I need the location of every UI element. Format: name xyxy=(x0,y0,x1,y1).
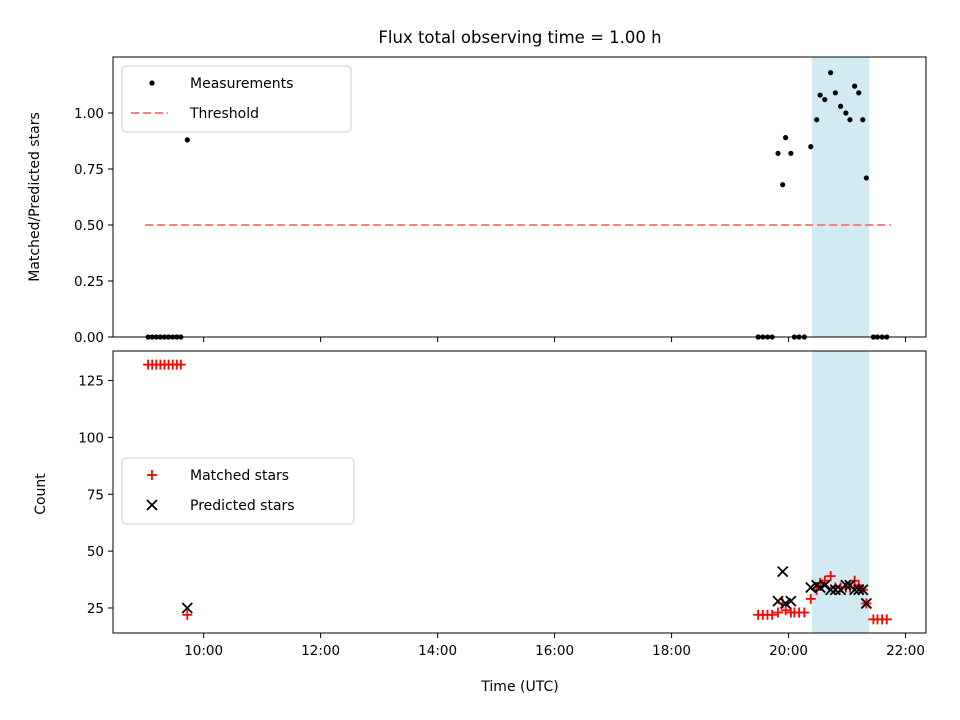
top-y-tick-label: 1.00 xyxy=(74,106,104,122)
x-tick-label: 22:00 xyxy=(886,643,925,659)
top-axes-frame xyxy=(112,56,927,338)
measurement-point xyxy=(828,70,834,76)
predicted-star-marker-b xyxy=(829,584,841,596)
predicted-star-marker xyxy=(857,584,869,596)
matched-star-marker xyxy=(881,614,892,625)
bottom-y-tick-label: 25 xyxy=(87,601,104,617)
top-highlight-span xyxy=(811,57,870,337)
predicted-star-marker-b xyxy=(785,595,797,607)
measurement-point xyxy=(838,103,844,109)
matched-star-marker xyxy=(175,359,186,370)
top-y-tick-label: 0.00 xyxy=(74,330,104,346)
bottom-legend-box xyxy=(121,457,355,525)
bottom-y-tick-label: 100 xyxy=(78,430,104,446)
predicted-star-marker-b xyxy=(777,565,789,578)
measurement-point xyxy=(780,182,786,188)
measurement-point xyxy=(843,110,849,116)
predicted-star-marker xyxy=(829,584,841,596)
predicted-star-marker xyxy=(772,595,784,607)
matched-star-marker xyxy=(799,607,810,618)
top-y-tick-label: 0.25 xyxy=(74,274,104,290)
bottom-y-tick-label: 125 xyxy=(78,374,104,390)
predicted-star-marker xyxy=(840,579,852,591)
matched-star-marker xyxy=(825,571,836,582)
legend-entry-label: Predicted stars xyxy=(190,498,295,514)
measurement-point xyxy=(788,150,794,156)
predicted-star-marker xyxy=(777,565,789,578)
top-y-tick-label: 0.50 xyxy=(74,218,104,234)
x-tick-label: 14:00 xyxy=(418,643,457,659)
matched-star-marker xyxy=(773,607,784,618)
predicted-star-marker-b xyxy=(849,584,861,596)
predicted-star-marker xyxy=(853,584,865,596)
measurement-point xyxy=(814,117,820,123)
measurement-point xyxy=(856,90,862,96)
legend-measurement-marker xyxy=(149,80,155,86)
predicted-star-marker xyxy=(805,581,817,594)
measurement-point xyxy=(847,117,853,123)
top-legend: Measurements Threshold xyxy=(121,65,352,133)
x-tick-label: 12:00 xyxy=(301,643,340,659)
x-tick-label: 16:00 xyxy=(535,643,574,659)
predicted-star-marker-b xyxy=(805,581,817,594)
predicted-star-marker-b xyxy=(772,595,784,607)
top-panel: 0.00 0.25 0.50 0.75 1.00 Measurements Threshol… xyxy=(74,56,927,346)
predicted-star-marker xyxy=(181,602,193,614)
chart-title: Flux total observing time = 1.00 h xyxy=(378,28,661,47)
predicted-star-marker-b xyxy=(819,579,831,591)
measurement-point xyxy=(822,96,828,103)
x-tick-label: 20:00 xyxy=(769,643,808,659)
measurement-point xyxy=(184,137,190,143)
top-legend-box xyxy=(121,65,352,133)
bottom-legend: Matched stars Predicted stars xyxy=(121,457,355,525)
measurement-point xyxy=(863,175,869,181)
predicted-star-marker xyxy=(819,579,831,591)
measurement-point xyxy=(775,150,781,156)
predicted-star-marker-b xyxy=(860,597,872,610)
bottom-y-tick-label: 75 xyxy=(87,487,104,503)
predicted-star-marker xyxy=(860,597,872,610)
legend-predicted-marker-b xyxy=(146,499,158,511)
predicted-star-marker xyxy=(825,584,837,596)
top-y-axis-label: Matched/Predicted stars xyxy=(27,112,43,282)
matched-star-marker xyxy=(182,609,193,620)
predicted-star-marker-b xyxy=(853,584,865,596)
predicted-star-marker-b xyxy=(825,584,837,596)
bottom-y-axis-label: Count xyxy=(33,473,49,515)
legend-entry-label: Threshold xyxy=(189,106,259,122)
legend-entry-label: Matched stars xyxy=(190,468,289,484)
predicted-star-marker xyxy=(849,584,861,596)
bottom-panel: 25 50 75 100 125 10:00 12:00 14:00 16:00 18:00 20:… xyxy=(78,350,927,659)
measurement-point xyxy=(832,90,838,96)
measurement-point xyxy=(852,83,858,89)
matched-star-marker xyxy=(767,609,778,620)
measurement-point xyxy=(808,144,814,150)
predicted-star-marker-b xyxy=(857,584,869,596)
measurement-point xyxy=(783,135,789,141)
top-y-tick-label: 0.75 xyxy=(74,162,104,178)
predicted-star-marker-b xyxy=(181,602,193,614)
x-tick-label: 18:00 xyxy=(652,643,691,659)
predicted-star-marker-b xyxy=(840,579,852,591)
x-axis-label: Time (UTC) xyxy=(480,679,558,695)
bottom-y-tick-label: 50 xyxy=(87,544,104,560)
matched-star-marker xyxy=(805,593,816,604)
measurement-point xyxy=(860,117,866,123)
measurement-point xyxy=(817,92,823,98)
legend-entry-label: Measurements xyxy=(190,76,293,92)
bottom-axes-frame xyxy=(112,350,927,634)
predicted-star-marker xyxy=(785,595,797,607)
x-tick-label: 10:00 xyxy=(184,643,223,659)
matched-star-marker xyxy=(780,605,791,616)
